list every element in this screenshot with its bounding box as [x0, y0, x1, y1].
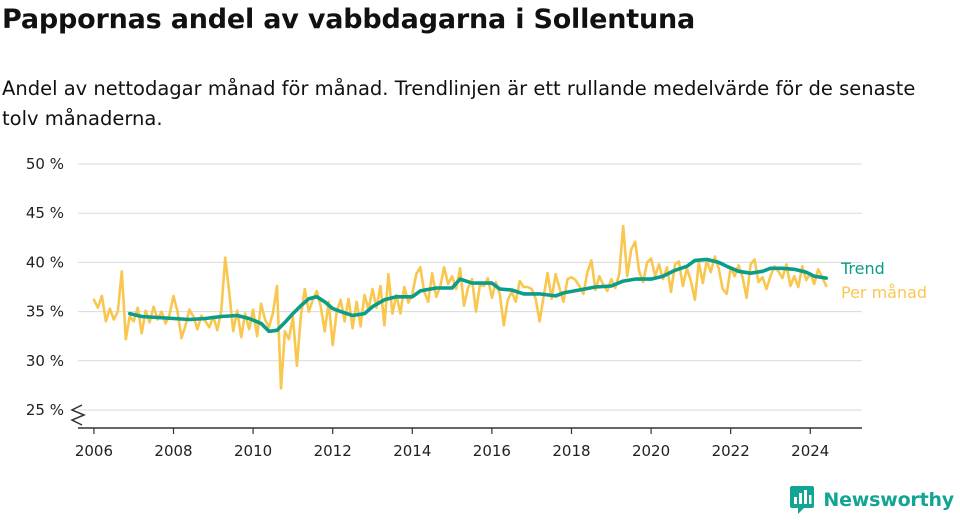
gridlines	[78, 163, 862, 411]
series-line-per-manad	[92, 224, 828, 390]
x-tick-label: 2006	[75, 442, 113, 460]
x-tick-label: 2024	[791, 442, 829, 460]
series-lines	[92, 224, 828, 390]
y-tick-label: 25 %	[26, 401, 64, 419]
legend: Trend Per månad	[840, 259, 927, 302]
x-tick-label: 2012	[314, 442, 352, 460]
y-tick-label: 40 %	[26, 253, 64, 271]
x-tick-label: 2016	[473, 442, 511, 460]
y-tick-label: 50 %	[26, 155, 64, 173]
y-tick-label: 45 %	[26, 204, 64, 222]
chart-subtitle: Andel av nettodagar månad för månad. Tre…	[2, 77, 916, 130]
x-axis: 2006 2008 2010 2012 2014 2016 2018 2020 2022 2024	[70, 404, 862, 460]
legend-label-per-manad: Per månad	[841, 283, 927, 302]
x-tick-label: 2022	[712, 442, 750, 460]
brand-name: Newsworthy	[823, 489, 954, 511]
x-tick-label: 2008	[154, 442, 192, 460]
chart-title: Pappornas andel av vabbdagarna i Sollent…	[2, 4, 696, 35]
y-tick-label: 35 %	[26, 303, 64, 321]
x-tick-label: 2010	[234, 442, 272, 460]
y-axis-tick-labels: 25 % 30 % 35 % 40 % 45 % 50 %	[26, 155, 64, 419]
legend-label-trend: Trend	[840, 259, 885, 278]
series-line-trend	[127, 257, 828, 334]
axis-break-marker	[70, 404, 86, 426]
x-tick-label: 2018	[552, 442, 590, 460]
y-tick-label: 30 %	[26, 352, 64, 370]
x-tick-label: 2020	[632, 442, 670, 460]
newsworthy-brand[interactable]: Newsworthy	[789, 484, 954, 516]
x-tick-label: 2014	[393, 442, 431, 460]
newsworthy-logo-icon	[790, 486, 815, 514]
